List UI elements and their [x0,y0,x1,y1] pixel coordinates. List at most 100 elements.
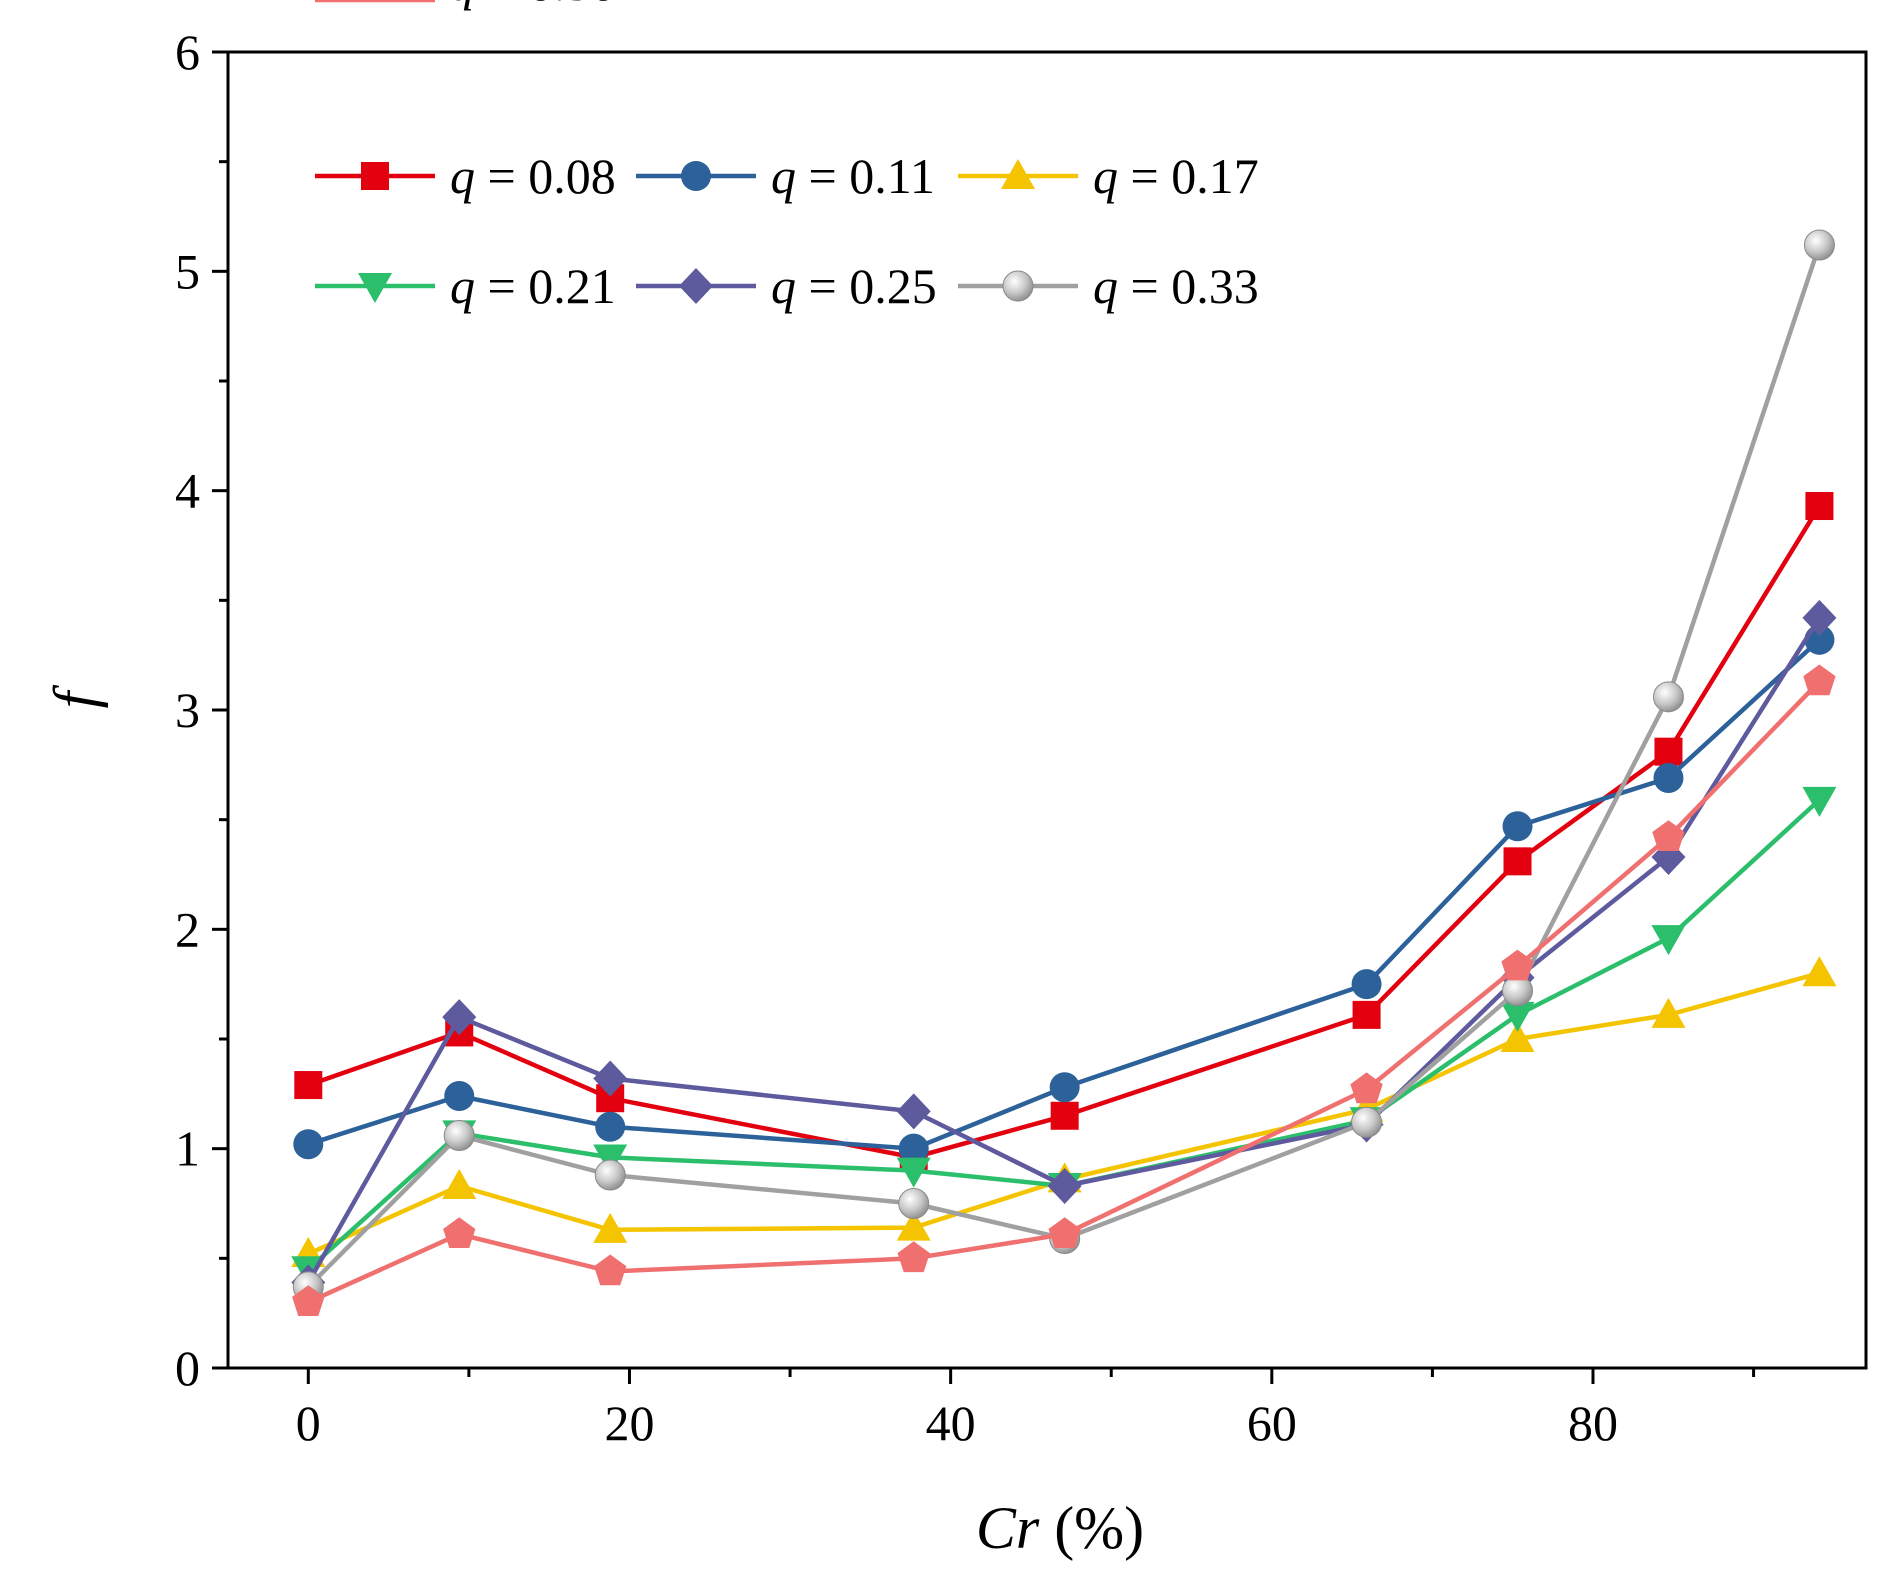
x-axis-title-unit: (%) [1039,1495,1144,1561]
plot-frame [226,50,1868,1370]
legend-label-variable: q [450,148,475,204]
data-point [1802,956,1837,987]
data-point [442,1168,477,1199]
y-tick-label: 1 [175,1121,200,1177]
legend-marker [1001,159,1035,189]
x-tick-label: 20 [604,1395,654,1451]
data-point [898,1188,930,1219]
data-point [1803,229,1835,261]
data-point [1502,811,1533,842]
legend-label-value: = 0.21 [475,258,616,314]
x-tick-label: 60 [1247,1395,1297,1451]
data-point [292,1285,325,1316]
legend-label-variable: q [771,258,796,314]
data-point [1653,762,1684,793]
legend-label: q = 0.17 [1093,148,1259,204]
data-point [293,1129,324,1160]
y-tick-label: 3 [175,682,200,738]
data-point [1350,1072,1383,1104]
data-point [1805,492,1834,521]
data-point [593,1212,628,1243]
legend-label: q = 0.08 [450,148,616,204]
data-point [1803,664,1836,696]
legend-label-variable: q [771,148,796,204]
legend-label: q = 0.11 [771,148,935,204]
series-q-0-21 [291,786,1837,1287]
data-point [1651,997,1686,1028]
data-point [1503,847,1532,876]
x-axis-title-variable: Cr [976,1495,1040,1561]
legend-label-value: = 0.11 [796,148,935,204]
data-point [1047,1167,1082,1204]
series-group [291,229,1837,1316]
legend-label-variable: q [450,258,475,314]
data-point [594,1159,626,1191]
x-tick-label: 40 [926,1395,976,1451]
legend-label: q = 0.25 [771,258,937,314]
data-point [595,1111,626,1142]
data-point [896,1093,931,1130]
data-point [593,1060,628,1097]
legend-label-value: = 0.25 [796,258,937,314]
data-point [1500,1022,1535,1052]
data-point [593,1144,628,1175]
data-point [1500,1001,1535,1032]
series-q-0-33 [292,229,1835,1303]
legend-marker [358,273,392,303]
legend-item: q = 0.08 [315,148,616,204]
y-tick-label: 6 [175,24,200,80]
data-point [1651,925,1686,956]
legend-item: q = 0.11 [636,148,935,204]
legend-item: q = 0.21 [315,258,616,314]
data-point [1501,949,1534,981]
legend-label: q = 0.50 [450,0,616,11]
data-point [1048,1217,1081,1248]
y-tick-label: 0 [175,1340,200,1396]
data-point [1654,737,1683,766]
data-point [1802,786,1837,817]
data-point [294,1071,323,1100]
y-tick-label: 5 [175,243,200,299]
legend-item: q = 0.50 [315,0,616,11]
data-point [1802,599,1837,636]
legend-label-value: = 0.17 [1118,148,1259,204]
x-tick-label: 0 [296,1395,321,1451]
data-point [1352,1000,1381,1029]
data-point [898,1133,929,1164]
legend-label-value: = 0.33 [1118,258,1259,314]
data-point [444,1081,475,1112]
data-point [442,999,477,1036]
y-tick-label: 4 [175,463,200,519]
x-axis-title: Cr (%) [976,1495,1144,1561]
series-q-0-25 [291,599,1837,1301]
legend-item: q = 0.25 [636,258,937,314]
data-point [594,1254,627,1286]
series-q-0-50 [292,664,1836,1316]
data-point [1050,1101,1079,1130]
legend-item: q = 0.17 [958,148,1259,204]
series-q-0-08 [294,492,1834,1172]
series-line [307,504,1822,1160]
data-point [896,1210,931,1241]
y-tick-label: 2 [175,901,200,957]
legend-label-variable: q [1093,258,1118,314]
legend-label-value: = 0.08 [475,148,616,204]
data-point [896,1157,931,1188]
legend-marker [679,268,713,304]
legend-marker [681,161,711,191]
data-point [897,1241,930,1273]
legend-marker [361,162,389,190]
data-point [443,1217,476,1248]
x-tick-label: 80 [1568,1395,1618,1451]
data-point [1652,820,1685,851]
legend-label-variable: q [450,0,475,11]
legend-marker [1002,270,1034,302]
legend-label: q = 0.33 [1093,258,1259,314]
legend-label-value: = 0.50 [475,0,616,11]
legend-label: q = 0.21 [450,258,616,314]
y-axis-title: f [42,684,108,708]
data-point [1049,1072,1080,1103]
legend-item: q = 0.33 [958,258,1259,314]
